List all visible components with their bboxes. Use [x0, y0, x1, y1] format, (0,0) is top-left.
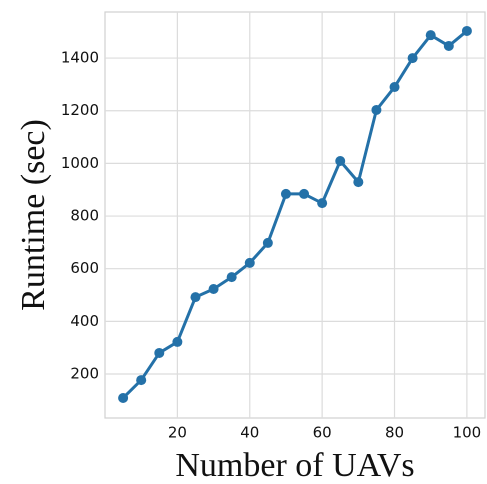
- data-point: [299, 188, 310, 199]
- y-tick-label: 800: [70, 207, 99, 225]
- data-point: [118, 392, 129, 403]
- data-point: [190, 292, 201, 303]
- data-point: [461, 25, 472, 36]
- y-tick-label: 400: [70, 312, 99, 330]
- data-point: [262, 237, 273, 248]
- y-axis-label: Runtime (sec): [15, 119, 52, 311]
- y-tick-label: 1000: [61, 154, 99, 172]
- x-tick-label: 20: [168, 424, 187, 442]
- x-axis-label: Number of UAVs: [175, 447, 414, 484]
- data-point: [407, 53, 418, 64]
- data-point: [244, 257, 255, 268]
- data-point: [136, 375, 147, 386]
- y-tick-label: 600: [70, 259, 99, 277]
- data-point: [172, 336, 183, 347]
- data-point: [371, 104, 382, 115]
- data-point: [443, 40, 454, 51]
- y-tick-label: 1200: [61, 101, 99, 119]
- data-point: [154, 347, 165, 358]
- y-tick-label: 200: [70, 365, 99, 383]
- plot-frame: [104, 11, 486, 419]
- data-point: [226, 272, 237, 283]
- x-tick-label: 80: [385, 424, 404, 442]
- x-tick-label: 60: [313, 424, 332, 442]
- data-line: [122, 29, 468, 400]
- data-point: [317, 198, 328, 209]
- data-point: [389, 82, 400, 93]
- x-tick-label: 40: [240, 424, 259, 442]
- data-point: [280, 188, 291, 199]
- y-tick-label: 1400: [61, 49, 99, 67]
- data-point: [208, 283, 219, 294]
- x-tick-label: 100: [453, 424, 482, 442]
- data-point: [425, 30, 436, 41]
- data-point: [335, 156, 346, 167]
- data-point: [353, 177, 364, 188]
